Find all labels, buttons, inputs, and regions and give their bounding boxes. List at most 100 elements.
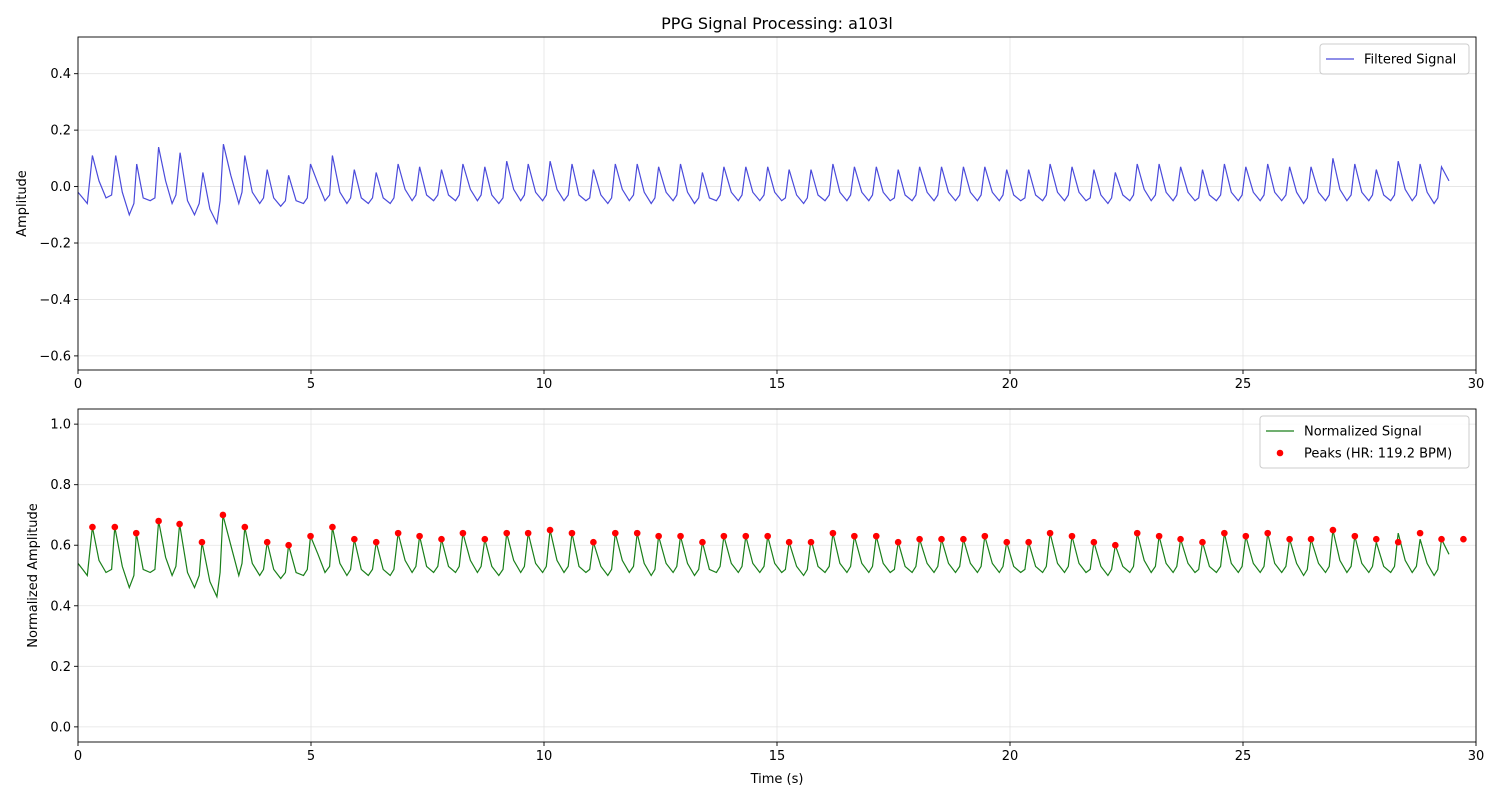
x-tick-label: 0 — [74, 377, 82, 392]
peak-marker — [1046, 529, 1054, 537]
peak-marker — [524, 529, 532, 537]
peak-marker — [1177, 535, 1184, 543]
peak-marker — [938, 535, 945, 543]
peak-marker — [307, 532, 314, 540]
x-tick-label: 10 — [536, 377, 553, 392]
peak-marker — [699, 538, 706, 546]
peak-marker — [394, 529, 402, 537]
peak-marker — [351, 535, 358, 543]
legend-label: Filtered Signal — [1364, 53, 1456, 68]
x-tick-label: 25 — [1235, 749, 1252, 764]
x-tick-label: 20 — [1002, 749, 1019, 764]
peak-marker — [438, 535, 445, 543]
peak-marker — [1372, 535, 1380, 543]
peak-marker — [611, 529, 619, 537]
peak-marker — [546, 526, 554, 534]
legend-frame — [1319, 43, 1470, 75]
figure-title: PPG Signal Processing: a103l — [661, 14, 893, 33]
x-tick-label: 0 — [74, 749, 82, 764]
peak-marker — [503, 529, 511, 537]
peak-marker — [785, 538, 793, 546]
peak-marker — [1090, 538, 1098, 546]
peak-marker — [764, 532, 771, 540]
y-tick-label: −0.2 — [39, 237, 71, 252]
peak-marker — [1438, 535, 1445, 543]
x-tick-label: 10 — [536, 749, 553, 764]
peak-marker — [1025, 538, 1032, 546]
series-line-0 — [78, 514, 1450, 599]
peak-marker — [89, 523, 96, 531]
peak-marker — [155, 517, 162, 525]
series-line-0 — [78, 144, 1450, 226]
peak-marker — [1112, 541, 1119, 549]
peak-marker — [1133, 529, 1141, 537]
peak-marker — [981, 532, 989, 540]
x-tick-label: 30 — [1468, 377, 1485, 392]
peak-marker — [590, 538, 597, 546]
peak-marker — [176, 520, 183, 528]
peak-marker — [285, 541, 292, 549]
x-tick-label: 5 — [307, 749, 315, 764]
peak-marker — [742, 532, 750, 540]
peak-marker — [416, 532, 423, 540]
legend-marker — [1276, 449, 1284, 457]
x-tick-label: 30 — [1468, 749, 1485, 764]
peak-marker — [894, 538, 902, 546]
legend-label: Peaks (HR: 119.2 BPM) — [1304, 447, 1452, 462]
peak-marker — [1003, 538, 1011, 546]
peak-marker — [198, 538, 206, 546]
peak-marker — [1264, 529, 1271, 537]
peak-marker — [960, 535, 967, 543]
peak-marker — [241, 523, 249, 531]
peak-marker — [1199, 538, 1206, 546]
x-axis-label: Time (s) — [750, 772, 804, 787]
y-axis-label: Normalized Amplitude — [26, 503, 41, 647]
peak-marker — [263, 538, 271, 546]
peak-marker — [481, 535, 489, 543]
x-tick-label: 15 — [769, 377, 786, 392]
peak-marker — [829, 529, 837, 537]
peak-marker — [655, 532, 662, 540]
y-tick-label: 0.0 — [50, 720, 71, 735]
x-tick-label: 15 — [769, 749, 786, 764]
peak-marker — [1460, 535, 1467, 543]
y-tick-label: 0.8 — [50, 478, 71, 493]
y-tick-label: 0.4 — [50, 599, 71, 614]
peak-marker — [851, 532, 858, 540]
peak-marker — [1329, 526, 1337, 534]
y-tick-label: 0.4 — [50, 67, 71, 82]
peak-marker — [1155, 532, 1163, 540]
y-tick-label: 0.0 — [50, 180, 71, 195]
peak-marker — [807, 538, 815, 546]
peak-marker — [916, 535, 923, 543]
y-tick-label: 0.2 — [50, 660, 71, 675]
top-panel-filtered-signal: 0 5 10 15 20 25 30 −0.6 −0.4 −0.2 0.0 0.2 0.4 Amplitu… — [15, 36, 1485, 392]
y-axis-label: Amplitude — [15, 170, 30, 237]
legend: Normalized Signal Peaks (HR: 119.2 BPM) — [1259, 415, 1470, 469]
y-tick-label: 0.2 — [50, 124, 71, 139]
bottom-panel-normalized-signal: 0 5 10 15 20 25 30 0.0 0.2 0.4 0.6 0.8 1.0 Normalized… — [26, 408, 1485, 787]
y-tick-label: 0.6 — [50, 539, 71, 554]
peak-marker — [1068, 532, 1076, 540]
peak-marker — [329, 523, 336, 531]
peak-marker — [219, 511, 227, 519]
peak-marker — [1351, 532, 1359, 540]
y-tick-label: −0.4 — [39, 293, 71, 308]
legend: Filtered Signal — [1319, 43, 1470, 75]
peak-marker — [132, 529, 140, 537]
legend-frame — [1259, 415, 1470, 469]
peak-marker — [111, 523, 119, 531]
x-tick-label: 5 — [307, 377, 315, 392]
peak-marker — [1416, 529, 1424, 537]
x-tick-label: 25 — [1235, 377, 1252, 392]
peak-marker — [872, 532, 880, 540]
peak-marker — [459, 529, 467, 537]
peak-marker — [1286, 535, 1293, 543]
peak-marker — [1221, 529, 1228, 537]
peak-marker — [568, 529, 576, 537]
y-tick-label: 1.0 — [50, 418, 71, 433]
peak-marker — [1394, 538, 1402, 546]
peak-marker — [1242, 532, 1250, 540]
x-tick-label: 20 — [1002, 377, 1019, 392]
